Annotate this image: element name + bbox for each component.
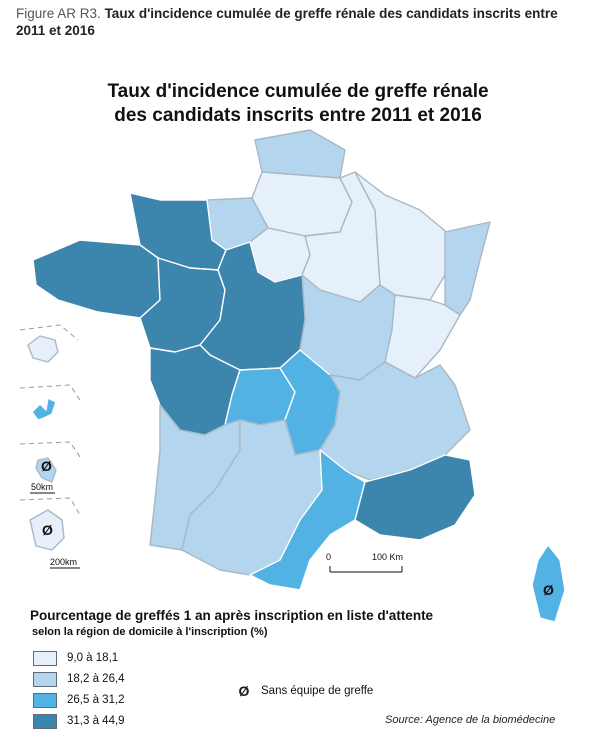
figure-caption-text: Taux d'incidence cumulée de greffe rénal…: [16, 6, 558, 38]
no-team-icon: Ø: [238, 683, 250, 699]
region-reunion[interactable]: [27, 335, 59, 363]
region-bretagne[interactable]: [32, 239, 161, 319]
legend-title: Pourcentage de greffés 1 an après inscri…: [30, 608, 434, 623]
legend-subtitle: selon la région de domicile à l'inscript…: [32, 626, 268, 638]
no-team-icon: Ø: [41, 458, 52, 474]
figure-label: Figure AR R3.: [16, 6, 101, 21]
region-alsace[interactable]: [444, 221, 491, 316]
figure-caption: Figure AR R3. Taux d'incidence cumulée d…: [16, 5, 576, 39]
scale-bar: [329, 566, 403, 573]
inset-scale-bars: [30, 492, 80, 569]
legend-label: 31,3 à 44,9: [67, 715, 125, 727]
legend-item: 9,0 à 18,1: [33, 650, 118, 666]
legend-label: 26,5 à 31,2: [67, 694, 125, 706]
legend-label: 18,2 à 26,4: [67, 673, 125, 685]
region-franche-comte[interactable]: [384, 294, 461, 379]
legend-item: 26,5 à 31,2: [33, 692, 125, 708]
inset-frames: [19, 324, 83, 516]
scale-end-label: 100 Km: [372, 552, 404, 562]
legend-swatch: [33, 713, 57, 729]
legend-no-team: Ø Sans équipe de greffe: [237, 683, 374, 699]
legend-item: 31,3 à 44,9: [33, 713, 125, 729]
region-paca[interactable]: [354, 454, 476, 541]
region-lorraine[interactable]: [354, 171, 451, 301]
region-guadeloupe[interactable]: [31, 397, 57, 421]
inset-scale-small-label: 50km: [31, 482, 54, 492]
map-title: Taux d'incidence cumulée de greffe rénal…: [0, 80, 596, 128]
no-team-icon: Ø: [543, 582, 554, 598]
source-note: Source: Agence de la biomédecine: [385, 714, 556, 726]
region-corse[interactable]: [531, 544, 566, 623]
region-martinique[interactable]: [35, 457, 57, 483]
legend-no-team-label: Sans équipe de greffe: [261, 685, 374, 697]
map-title-line2: des candidats inscrits entre 2011 et 201…: [114, 105, 482, 126]
scale-start-label: 0: [326, 552, 332, 562]
legend-label: 9,0 à 18,1: [67, 652, 119, 664]
map-title-line1: Taux d'incidence cumulée de greffe rénal…: [107, 81, 489, 102]
region-guyane[interactable]: [29, 509, 65, 551]
region-nord[interactable]: [254, 129, 346, 179]
legend-item: 18,2 à 26,4: [33, 671, 125, 687]
legend-swatch: [33, 650, 57, 666]
legend-swatch: [33, 671, 57, 687]
inset-scale-large-label: 200km: [50, 557, 78, 567]
legend-swatch: [33, 692, 57, 708]
no-team-icon: Ø: [42, 522, 53, 538]
